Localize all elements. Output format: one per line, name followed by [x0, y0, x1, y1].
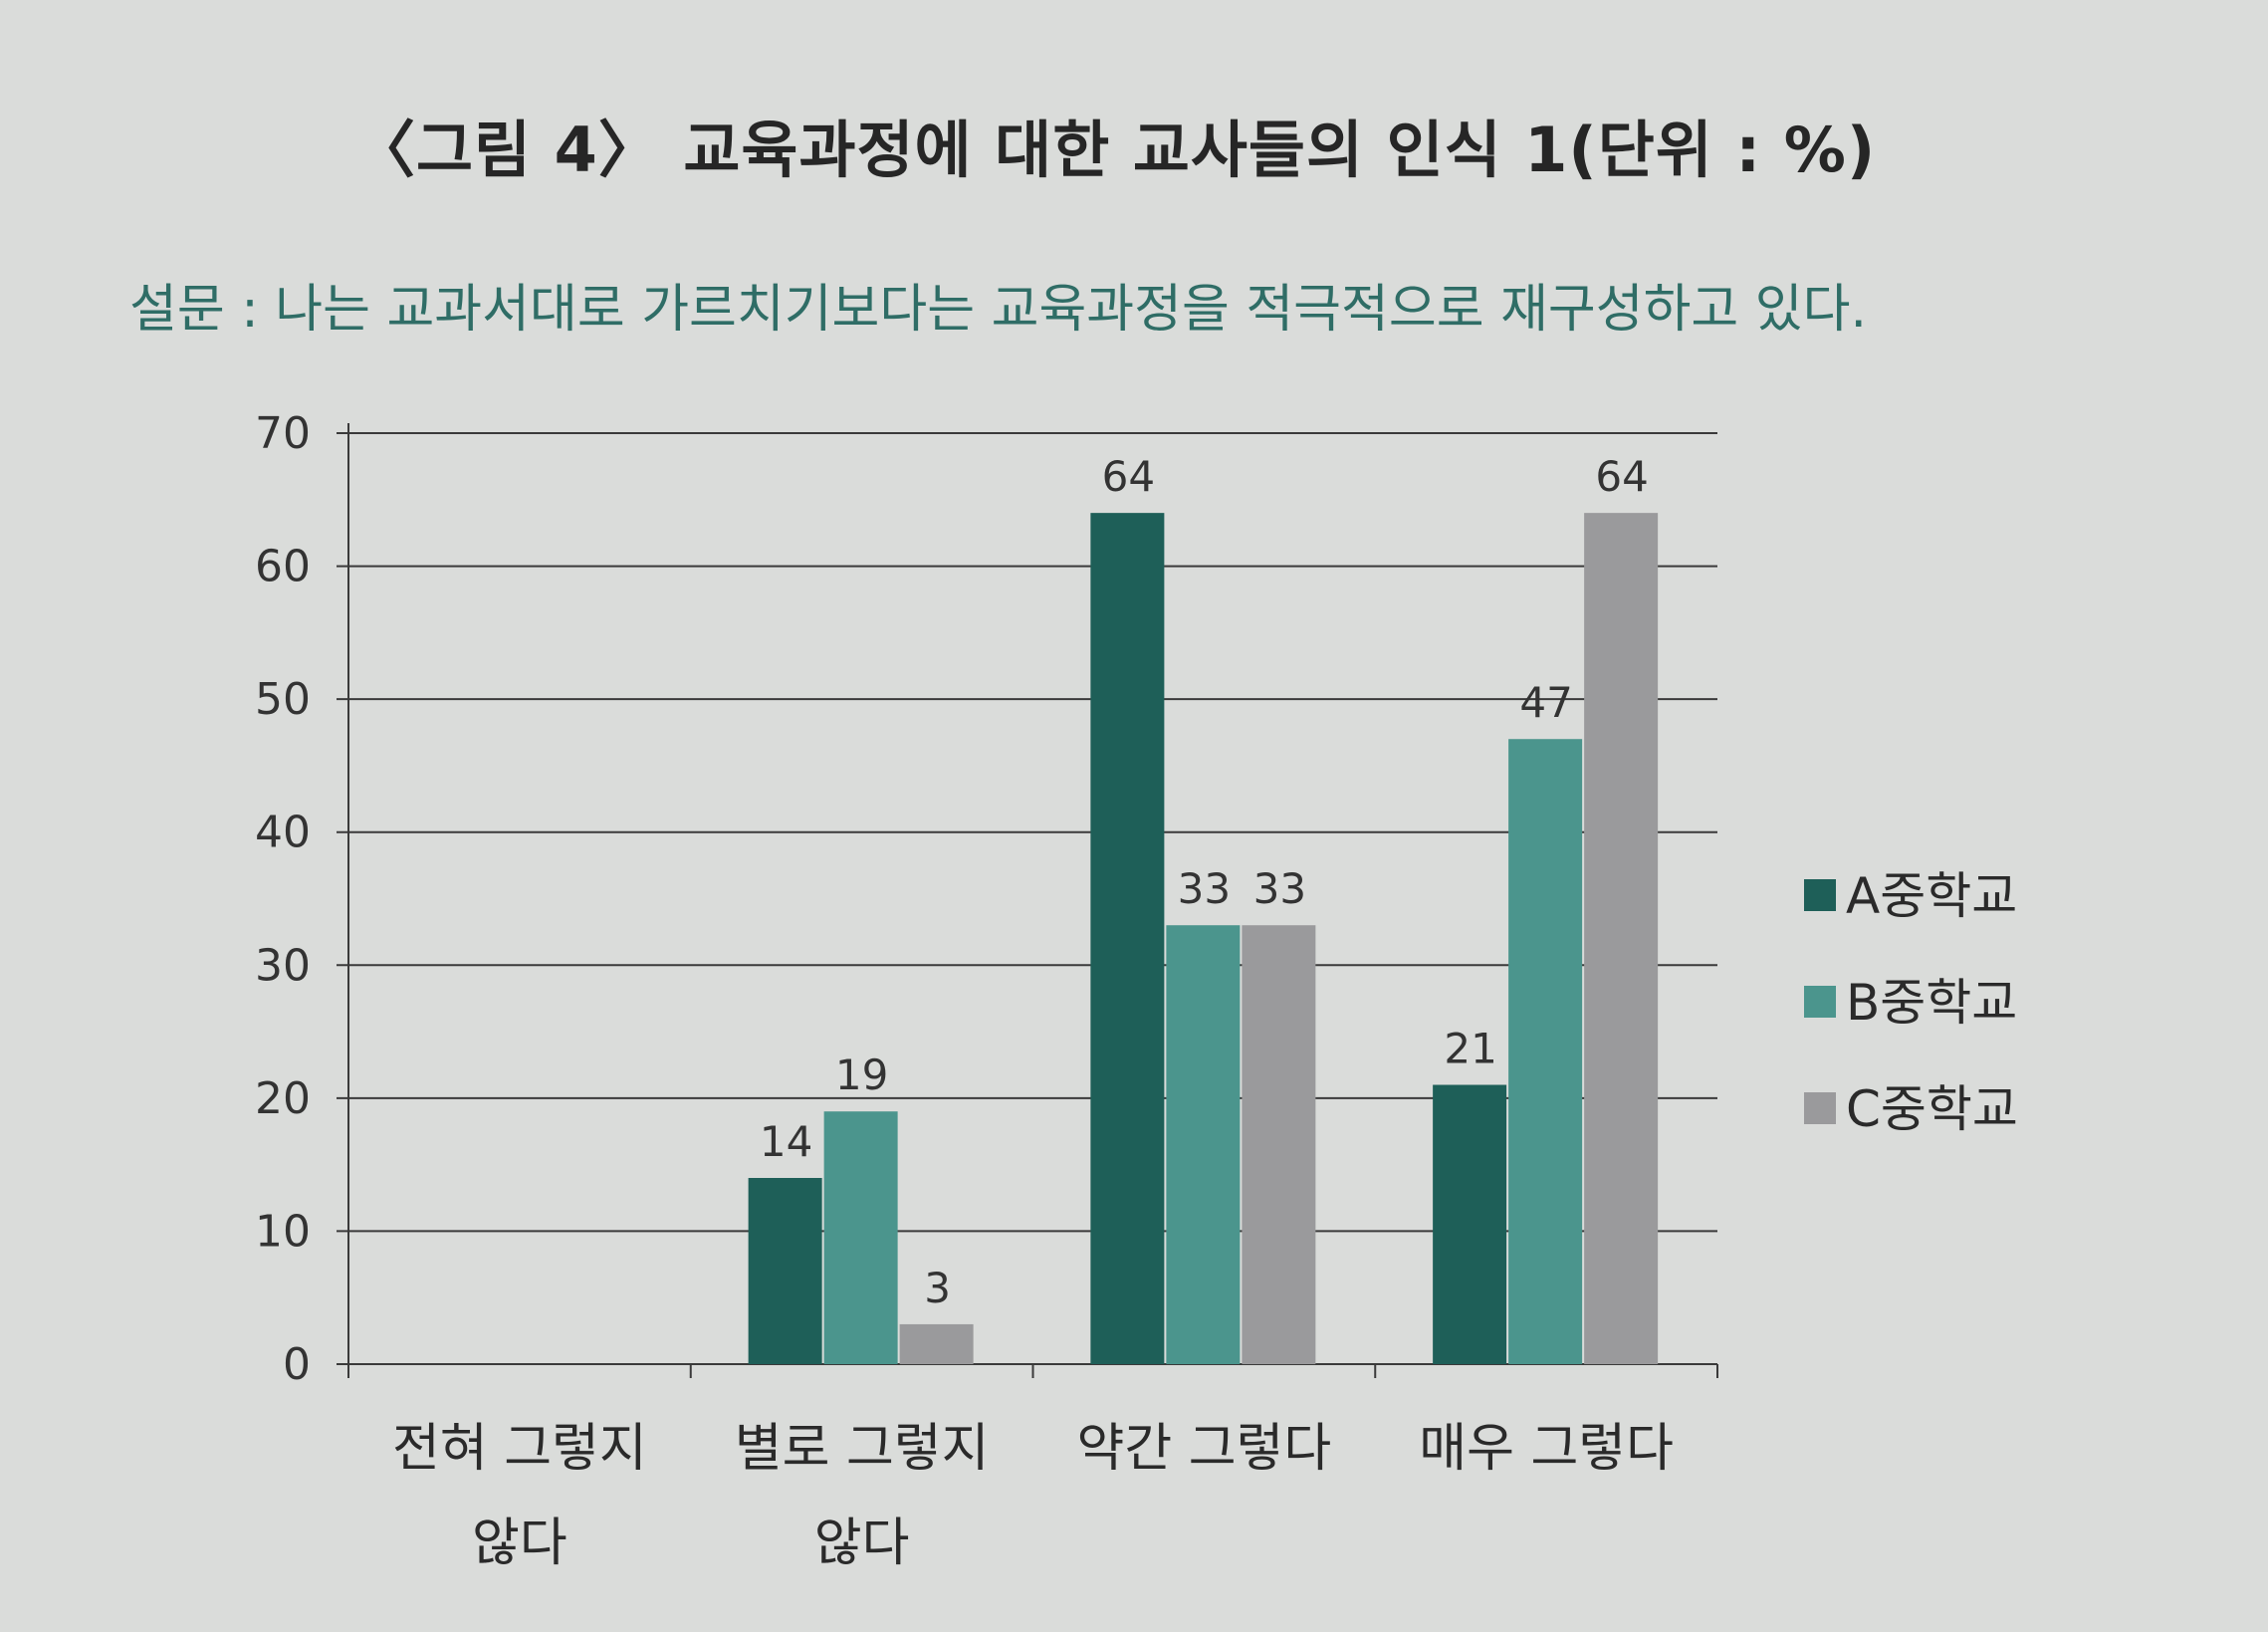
bar-C중학교-3 — [1584, 513, 1659, 1364]
y-tick-label-20: 20 — [255, 1073, 311, 1124]
x-category-label-2-0: 약간 그렇다 — [1077, 1419, 1332, 1479]
bar-A중학교-2 — [1090, 513, 1165, 1364]
bar-A중학교-1 — [748, 1178, 822, 1364]
figure-title: 〈그림 4〉 교육과정에 대한 교사들의 인식 1(단위 : %) — [353, 114, 1877, 186]
data-label-B중학교-3: 47 — [1519, 678, 1572, 727]
data-label-C중학교-2: 33 — [1253, 864, 1306, 913]
x-category-label-0-1: 않다 — [472, 1514, 567, 1573]
legend-label-C중학교: C중학교 — [1846, 1080, 2018, 1138]
bar-B중학교-3 — [1508, 739, 1583, 1364]
bar-B중학교-2 — [1166, 925, 1241, 1364]
y-tick-label-10: 10 — [255, 1206, 311, 1257]
bar-C중학교-2 — [1242, 925, 1316, 1364]
x-category-label-0-0: 전혀 그렇지 — [392, 1419, 647, 1479]
legend-swatch-C중학교 — [1804, 1092, 1836, 1124]
x-category-label-1-0: 별로 그렇지 — [735, 1419, 990, 1479]
data-label-A중학교-1: 14 — [760, 1117, 812, 1166]
legend-swatch-A중학교 — [1804, 879, 1836, 911]
data-label-A중학교-3: 21 — [1444, 1025, 1496, 1073]
y-tick-label-40: 40 — [255, 808, 311, 858]
y-tick-label-50: 50 — [255, 674, 311, 725]
bar-B중학교-1 — [823, 1111, 898, 1364]
y-tick-label-30: 30 — [255, 940, 311, 991]
data-label-C중학교-3: 64 — [1595, 452, 1648, 501]
x-category-label-1-1: 않다 — [814, 1514, 910, 1573]
bar-C중학교-1 — [899, 1323, 974, 1364]
y-tick-label-0: 0 — [283, 1339, 311, 1390]
bar-A중학교-3 — [1433, 1084, 1507, 1364]
y-tick-label-60: 60 — [255, 542, 311, 592]
data-label-A중학교-2: 64 — [1102, 452, 1155, 501]
x-category-label-3-0: 매우 그렇다 — [1419, 1419, 1674, 1479]
data-label-B중학교-1: 19 — [835, 1050, 888, 1099]
legend-label-B중학교: B중학교 — [1846, 974, 2017, 1032]
legend-label-A중학교: A중학교 — [1846, 867, 2017, 925]
legend-swatch-B중학교 — [1804, 986, 1836, 1018]
survey-question: 설문 : 나는 교과서대로 가르치기보다는 교육과정을 적극적으로 재구성하고 … — [129, 280, 1868, 340]
data-label-C중학교-1: 3 — [924, 1264, 951, 1312]
data-label-B중학교-2: 33 — [1178, 864, 1231, 913]
y-tick-label-70: 70 — [255, 408, 311, 459]
